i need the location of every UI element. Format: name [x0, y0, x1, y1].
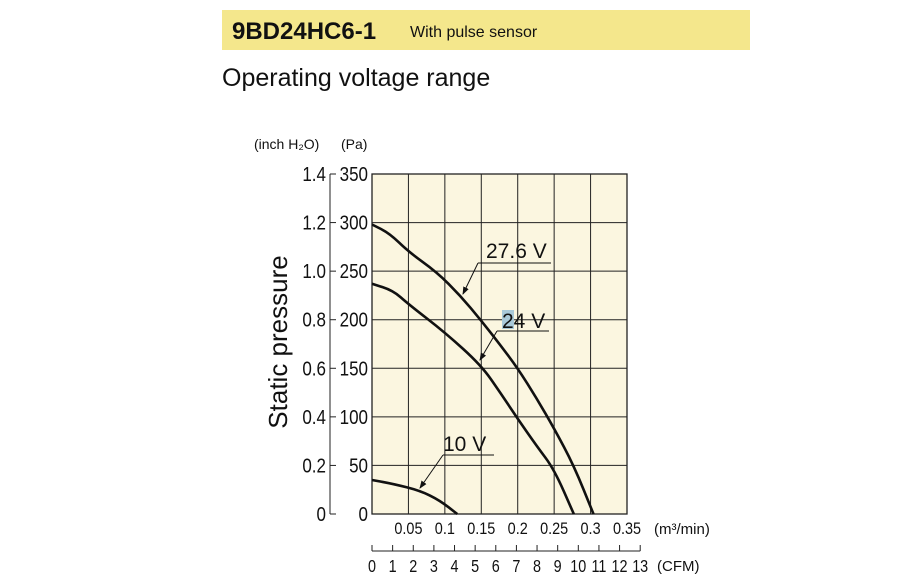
cfm-tick-label: 5: [471, 557, 479, 577]
inch-tick-label: 0.6: [302, 357, 326, 380]
cfm-tick-label: 2: [409, 557, 417, 577]
x-tick-label: 0.25: [540, 520, 568, 538]
series-label: 24 V: [502, 310, 545, 333]
cfm-tick-label: 11: [591, 557, 606, 577]
cfm-tick-label: 9: [554, 557, 562, 577]
label-leader-arrow: [462, 262, 479, 295]
inch-tick-label: 0.8: [302, 308, 326, 331]
x-tick-label: 0.3: [581, 520, 601, 538]
inch-tick-label: 0.4: [302, 406, 326, 429]
inch-tick-label: 1.0: [302, 260, 326, 283]
series-label: 10 V: [443, 433, 486, 456]
cfm-tick-label: 12: [612, 557, 628, 577]
x-tick-label: 0.05: [394, 520, 422, 538]
x-axis-unit: (m³/min): [654, 521, 710, 538]
cfm-tick-label: 6: [492, 557, 500, 577]
inch-tick-label: 0.2: [302, 454, 326, 477]
title-bar: 9BD24HC6-1 With pulse sensor: [222, 10, 750, 50]
pa-tick-label: 0: [359, 503, 368, 526]
pa-tick-label: 350: [340, 163, 368, 186]
model-subtitle: With pulse sensor: [410, 24, 538, 41]
y-unit-inch: (inch H₂O): [254, 136, 319, 152]
section-title: Operating voltage range: [222, 64, 491, 92]
x-tick-label: 0.15: [467, 520, 495, 538]
series-line: [371, 282, 576, 515]
pa-tick-label: 150: [340, 357, 368, 380]
cfm-tick-label: 8: [533, 557, 541, 577]
x-tick-label: 0.2: [508, 520, 528, 538]
cfm-tick-label: 3: [430, 557, 438, 577]
inch-tick-label: 1.4: [302, 163, 326, 186]
cfm-tick-label: 1: [389, 557, 397, 577]
cfm-tick-label: 7: [512, 557, 520, 577]
cfm-tick-label: 13: [632, 557, 648, 577]
selection-highlight: [502, 310, 514, 329]
series-label: 27.6 V: [486, 240, 547, 263]
series-line: [371, 478, 459, 516]
x2-axis-unit: (CFM): [657, 558, 699, 575]
label-leader-arrow: [419, 454, 444, 489]
cfm-tick-label: 0: [368, 557, 376, 577]
pa-tick-label: 300: [340, 211, 368, 234]
inch-tick-label: 0: [317, 503, 326, 526]
y-unit-pa: (Pa): [341, 136, 367, 152]
y-axis-label: Static pressure: [263, 255, 293, 428]
x-tick-label: 0.1: [435, 520, 455, 538]
pa-tick-label: 50: [349, 454, 368, 477]
cfm-tick-label: 4: [451, 557, 459, 577]
inch-tick-label: 1.2: [302, 211, 326, 234]
pa-tick-label: 100: [340, 406, 368, 429]
pa-tick-label: 200: [340, 308, 368, 331]
x-tick-label: 0.35: [613, 520, 641, 538]
label-leader-arrow: [479, 330, 498, 361]
cfm-tick-label: 10: [570, 557, 586, 577]
series-line: [371, 223, 595, 515]
model-name: 9BD24HC6-1: [232, 18, 377, 45]
pa-tick-label: 250: [340, 260, 368, 283]
